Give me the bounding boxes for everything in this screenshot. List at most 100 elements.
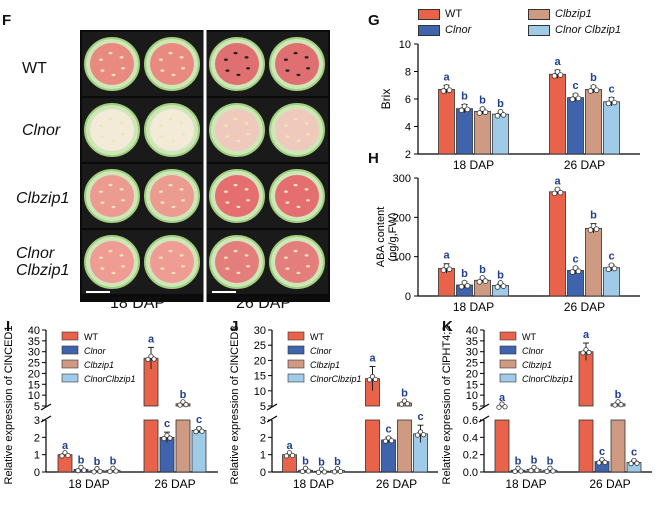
legend-label: Clbzip1: [555, 8, 592, 20]
melon-seed: [108, 117, 113, 121]
legend-swatch: [61, 373, 79, 383]
sig-letter: a: [369, 352, 376, 364]
melon-seed: [119, 188, 124, 191]
data-point: [81, 467, 87, 473]
sig-letter: b: [461, 91, 468, 103]
y-tick-label: 200: [393, 212, 411, 224]
melon-seed: [158, 256, 163, 259]
melon-seed: [179, 188, 184, 191]
sig-letter: b: [94, 456, 101, 468]
melon-seed: [304, 188, 309, 191]
melon-seed: [283, 190, 288, 193]
melon-flesh: [90, 109, 134, 151]
data-point: [97, 468, 103, 475]
y-tick-label: 0.2: [463, 450, 478, 462]
y-axis-label: Relative expression of ClNCED3: [229, 326, 241, 485]
data-point: [404, 401, 411, 407]
legend-swatch: [499, 373, 517, 383]
data-point: [59, 453, 65, 459]
data-point: [161, 435, 167, 442]
melon-seed: [160, 135, 165, 138]
row-label-wt: WT: [22, 60, 47, 77]
data-point: [612, 402, 618, 408]
melon-seed: [168, 183, 173, 187]
y-tick-label: 25: [466, 358, 478, 370]
melon-seed: [160, 201, 165, 204]
sig-letter: b: [479, 95, 486, 107]
bar: [567, 270, 584, 297]
legend-swatch: [528, 8, 550, 20]
data-point: [414, 432, 421, 438]
y-tick-label: 0.6: [463, 415, 478, 427]
sig-letter: a: [443, 71, 450, 83]
melon-seed: [244, 56, 249, 59]
legend-swatch: [499, 345, 517, 355]
melon-seed: [168, 117, 173, 121]
legend-swatch: [528, 24, 550, 36]
data-point: [440, 88, 447, 94]
bar: [585, 88, 602, 155]
melon-seed: [244, 254, 249, 257]
x-tick-label: 18 DAP: [293, 477, 334, 491]
legend-label: Clnor Clbzip1: [555, 24, 622, 36]
data-point: [512, 468, 518, 475]
melon-flesh: [275, 43, 319, 85]
legend-label: ClnorClbzip1: [84, 374, 136, 384]
melon-flesh: [215, 241, 259, 283]
data-point: [366, 377, 373, 383]
data-point: [398, 401, 405, 407]
legend-swatch: [287, 359, 305, 369]
y-tick-label: 15: [28, 379, 40, 391]
y-axis-label-2: (ng/g,FW): [387, 213, 399, 262]
bar: [175, 419, 191, 473]
sig-letter: b: [479, 264, 486, 276]
melon-seed: [223, 190, 228, 193]
sig-letter: b: [590, 72, 597, 84]
melon-seed: [168, 51, 173, 55]
legend-label: Clbzip1: [310, 360, 340, 370]
data-point: [611, 265, 618, 272]
melon-seed: [236, 139, 241, 143]
data-point: [605, 266, 612, 273]
melon-seed: [236, 271, 241, 275]
data-point: [502, 404, 508, 410]
sig-letter: a: [554, 175, 561, 187]
bar: [549, 191, 566, 297]
data-point: [382, 438, 389, 444]
melon-seed: [296, 205, 301, 209]
data-point: [518, 468, 524, 474]
melon-seed: [244, 122, 249, 125]
data-point: [476, 110, 483, 116]
data-point: [321, 469, 328, 475]
sig-letter: c: [599, 446, 605, 458]
photo-col-label-18dap: 18 DAP: [110, 295, 166, 312]
data-point: [628, 461, 634, 467]
data-point: [458, 283, 465, 290]
legend-swatch: [499, 331, 517, 341]
panel-label-k: K: [442, 318, 453, 335]
y-tick-label: 5: [34, 401, 40, 413]
legend-label: Clbzip1: [84, 360, 114, 370]
melon-seed: [283, 124, 288, 127]
y-tick-label: 10: [399, 39, 411, 51]
y-tick-label: 40: [28, 325, 40, 337]
legend-swatch: [418, 24, 440, 36]
y-tick-label: 15: [254, 371, 266, 383]
data-point: [331, 469, 338, 475]
melon-seed: [293, 183, 298, 187]
data-point: [289, 452, 296, 459]
data-point: [167, 435, 173, 441]
sig-letter: b: [497, 98, 504, 110]
melon-seed: [181, 133, 186, 136]
data-point: [494, 284, 501, 290]
y-tick-label: 2: [405, 149, 411, 161]
y-tick-label: 0: [405, 291, 411, 303]
y-tick-label: 2: [34, 432, 40, 444]
legend-label: Clbzip1: [522, 360, 552, 370]
row-label-clnor: Clnor: [22, 122, 61, 139]
data-point: [75, 468, 81, 474]
melon-seed: [233, 51, 238, 55]
melon-seed: [296, 139, 301, 143]
data-point: [446, 266, 453, 273]
